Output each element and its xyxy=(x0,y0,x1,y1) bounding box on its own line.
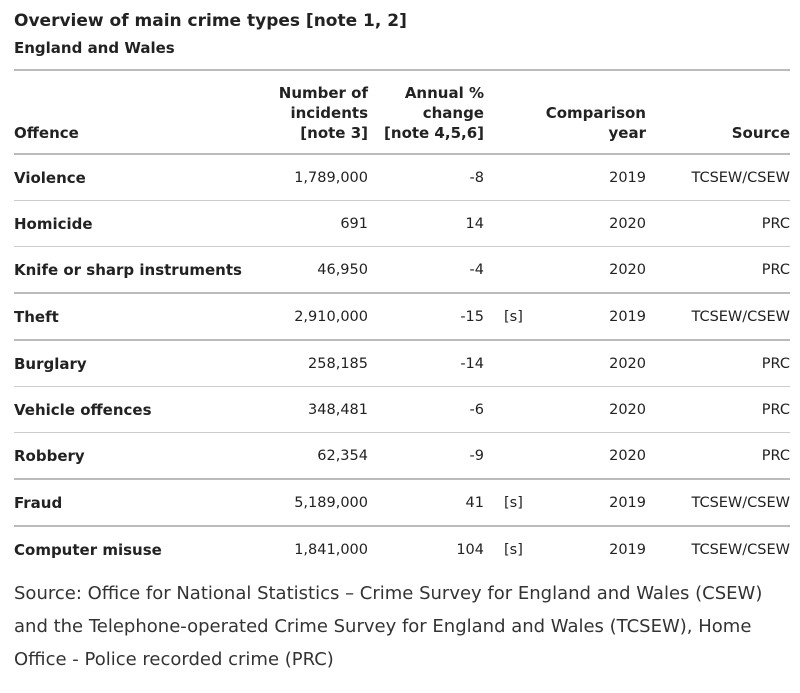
table-row: Computer misuse 1,841,000 104 [s] 2019 T… xyxy=(14,526,790,573)
header-source: Source xyxy=(646,70,790,155)
cell-offence: Robbery xyxy=(14,432,252,480)
header-incidents: Number of incidents [note 3] xyxy=(252,70,368,155)
cell-flag xyxy=(484,386,534,433)
source-note: Source: Office for National Statistics –… xyxy=(14,583,763,670)
cell-year: 2020 xyxy=(534,386,646,433)
table-title: Overview of main crime types [note 1, 2] xyxy=(14,11,407,31)
cell-change: -9 xyxy=(368,432,484,480)
cell-incidents: 2,910,000 xyxy=(252,293,368,341)
cell-incidents: 691 xyxy=(252,200,368,247)
header-change-line1: Annual % xyxy=(404,84,484,102)
table-row: Burglary 258,185 -14 2020 PRC xyxy=(14,340,790,387)
cell-change: -4 xyxy=(368,246,484,294)
header-year-line1: Comparison xyxy=(545,104,646,122)
header-incidents-line1: Number of xyxy=(278,84,368,102)
cell-incidents: 46,950 xyxy=(252,246,368,294)
table-row: Homicide 691 14 2020 PRC xyxy=(14,200,790,247)
cell-incidents: 1,841,000 xyxy=(294,542,368,558)
cell-flag: [s] xyxy=(484,479,534,527)
table-row: Theft 2,910,000 -15 [s] 2019 TCSEW/CSEW xyxy=(14,293,790,341)
cell-flag: [s] xyxy=(484,293,534,341)
cell-source: PRC xyxy=(646,432,790,480)
table-subtitle: England and Wales xyxy=(14,39,175,57)
cell-change: -15 xyxy=(368,293,484,341)
table-row: Violence 1,789,000 -8 2019 TCSEW/CSEW xyxy=(14,154,790,201)
cell-year: 2019 xyxy=(534,154,646,201)
header-incidents-line3: [note 3] xyxy=(300,124,368,142)
cell-year: 2020 xyxy=(534,200,646,247)
cell-year: 2020 xyxy=(534,246,646,294)
crime-overview-panel: Overview of main crime types [note 1, 2]… xyxy=(14,0,790,676)
table-row: Robbery 62,354 -9 2020 PRC xyxy=(14,432,790,480)
cell-offence: Theft xyxy=(14,293,252,341)
cell-source: PRC xyxy=(646,246,790,294)
cell-source: PRC xyxy=(646,340,790,387)
cell-flag xyxy=(484,340,534,387)
header-comparison-year: Comparison year xyxy=(534,70,646,155)
cell-source: TCSEW/CSEW xyxy=(646,154,790,201)
header-row: Offence Number of incidents [note 3] Ann… xyxy=(14,70,790,155)
header-flag xyxy=(484,70,534,155)
cell-offence: Knife or sharp instruments xyxy=(14,246,252,294)
cell-offence: Violence xyxy=(14,154,252,201)
cell-offence: Burglary xyxy=(14,340,252,387)
cell-incidents: 5,189,000 xyxy=(252,479,368,527)
cell-offence: Computer misuse xyxy=(14,541,162,559)
cell-change: 14 xyxy=(368,200,484,247)
cell-incidents: 258,185 xyxy=(252,340,368,387)
header-incidents-line2: incidents xyxy=(290,104,368,122)
cell-change: -6 xyxy=(368,386,484,433)
cell-offence: Vehicle offences xyxy=(14,386,252,433)
table-row: Fraud 5,189,000 41 [s] 2019 TCSEW/CSEW xyxy=(14,479,790,527)
table-row: Vehicle offences 348,481 -6 2020 PRC xyxy=(14,386,790,433)
header-change-line2: change xyxy=(422,104,484,122)
header-year-line2: year xyxy=(608,124,646,142)
header-annual-change: Annual % change [note 4,5,6] xyxy=(368,70,484,155)
cell-source: TCSEW/CSEW xyxy=(646,293,790,341)
cell-offence: Fraud xyxy=(14,479,252,527)
cell-year: 2020 xyxy=(534,340,646,387)
table-row: Knife or sharp instruments 46,950 -4 202… xyxy=(14,246,790,294)
cell-year: 2019 xyxy=(609,542,646,558)
crime-table: Offence Number of incidents [note 3] Ann… xyxy=(14,69,790,573)
cell-flag: [s] xyxy=(504,542,523,558)
cell-change: 41 xyxy=(368,479,484,527)
cell-incidents: 348,481 xyxy=(252,386,368,433)
cell-source: TCSEW/CSEW xyxy=(691,542,790,558)
cell-source: PRC xyxy=(646,200,790,247)
cell-change: -8 xyxy=(368,154,484,201)
cell-change: 104 xyxy=(456,542,484,558)
cell-year: 2019 xyxy=(534,293,646,341)
cell-source: PRC xyxy=(646,386,790,433)
cell-flag xyxy=(484,246,534,294)
cell-incidents: 1,789,000 xyxy=(252,154,368,201)
cell-source: TCSEW/CSEW xyxy=(646,479,790,527)
header-change-line3: [note 4,5,6] xyxy=(384,124,484,142)
cell-change: -14 xyxy=(368,340,484,387)
cell-flag xyxy=(484,154,534,201)
cell-year: 2020 xyxy=(534,432,646,480)
cell-incidents: 62,354 xyxy=(252,432,368,480)
cell-year: 2019 xyxy=(534,479,646,527)
cell-flag xyxy=(484,200,534,247)
cell-offence: Homicide xyxy=(14,200,252,247)
header-offence: Offence xyxy=(14,70,252,155)
cell-flag xyxy=(484,432,534,480)
